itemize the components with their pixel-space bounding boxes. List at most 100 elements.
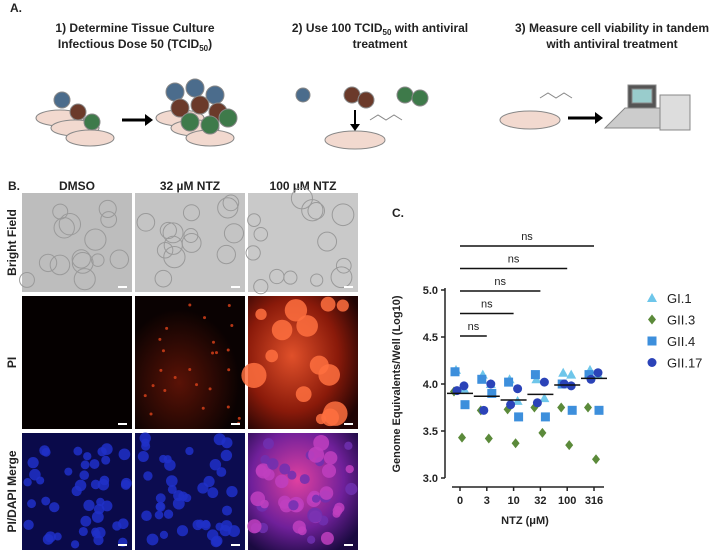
x-tick-label: 100 [558,495,576,507]
cell [245,245,261,261]
cell [210,536,222,548]
column-label: 32 µM NTZ [160,179,220,193]
point [584,402,592,413]
cell [219,524,231,537]
legend-marker [647,293,657,302]
y-tick-label: 3.0 [423,473,438,485]
cell [97,447,107,457]
cell [287,470,297,480]
cell [93,535,104,546]
point [459,381,469,391]
point [565,440,574,451]
cell [80,460,90,470]
cell [100,211,118,228]
point [486,379,496,389]
cell [167,485,177,494]
point [513,384,523,394]
cell [154,269,173,288]
cell [120,479,131,490]
cell [151,384,155,388]
legend-marker [647,336,657,346]
cell [164,459,176,471]
cell [214,351,218,355]
row-label: PI [5,357,19,368]
cell [288,500,299,511]
point [593,368,603,378]
point [586,374,596,384]
cell [89,459,100,469]
cell [155,493,166,504]
cell [323,451,338,465]
point [539,377,549,387]
cell [42,533,54,545]
cell [263,469,275,481]
step-title: treatment [353,37,408,51]
cell [227,368,231,372]
x-tick-label: 316 [585,495,603,507]
cell [315,413,327,425]
cell [267,458,279,470]
cell [112,521,122,531]
cell [207,487,219,499]
cell [195,383,199,387]
cell [64,467,73,476]
cell [211,340,215,344]
cell [162,222,184,244]
cell [71,252,94,274]
cell [283,270,298,285]
cell [247,519,262,534]
point [458,432,466,443]
point [479,405,489,415]
cell [208,387,212,391]
cell [70,540,80,549]
cell [49,502,60,513]
point [567,405,577,415]
column-label: 100 µM NTZ [270,179,337,193]
cell [216,467,227,477]
cell [139,432,151,444]
cell [137,450,149,462]
cell [345,482,358,496]
point [506,400,516,410]
cell [38,253,58,273]
cell [159,530,169,539]
y-tick-label: 5.0 [423,285,438,297]
cell [158,337,162,341]
cell [226,405,230,409]
cell [335,257,352,274]
diagram [35,78,691,150]
point [511,438,520,449]
legend-marker [647,358,657,367]
point [566,381,576,391]
step-text: with antiviral [391,21,468,35]
cell [39,445,50,456]
cell [345,464,354,474]
cell [159,221,177,240]
cell [166,475,178,487]
cell [213,433,226,446]
point [538,427,547,438]
point [584,370,594,380]
cell [173,375,177,379]
cell [253,226,269,242]
cell [159,368,163,372]
row-label: Bright Field [5,209,19,276]
cell [223,223,244,244]
cell [73,268,96,291]
cell [322,463,337,478]
cell [83,499,95,511]
legend-label: GII.3 [667,313,695,328]
row-label: PI/DAPI Merge [5,450,19,532]
cell [156,241,174,259]
cell [181,232,202,253]
point [559,379,569,389]
panel-label: A. [10,1,22,15]
significance-label: ns [481,299,493,311]
significance-label: ns [508,254,520,266]
step-title: with antiviral treatment [545,37,677,51]
cell [143,394,147,398]
legend-label: GII.4 [667,334,695,349]
cell [165,326,169,330]
cell [296,315,318,337]
